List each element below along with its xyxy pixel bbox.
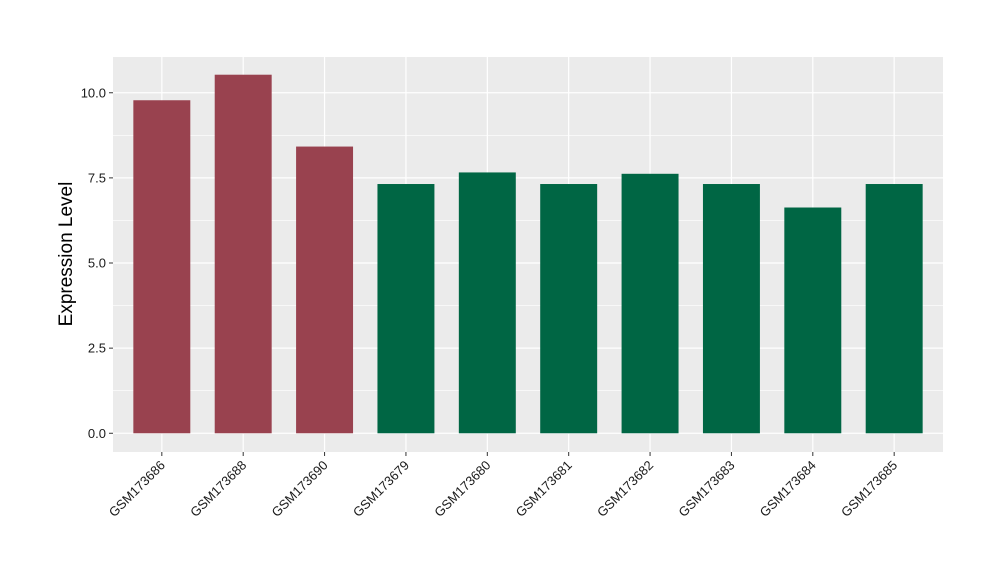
y-axis: 0.0 2.5 5.0 7.5 10.0 — [81, 85, 113, 441]
x-tick-label: GSM173684 — [757, 458, 819, 520]
y-axis-title: Expression Level — [56, 182, 77, 327]
bars — [133, 74, 923, 434]
x-tick-label: GSM173685 — [838, 458, 900, 520]
y-tick-label: 2.5 — [88, 341, 106, 356]
x-tick-label: GSM173680 — [431, 458, 493, 520]
bar — [133, 100, 191, 434]
x-tick-label: GSM173683 — [675, 458, 737, 520]
x-tick-label: GSM173686 — [106, 458, 168, 520]
x-tick-label: GSM173690 — [268, 458, 330, 520]
bar — [784, 207, 842, 434]
bar — [214, 74, 272, 434]
bar — [540, 184, 598, 434]
x-axis: GSM173686 GSM173688 GSM173690 GSM173679 GSM1… — [106, 452, 900, 520]
bar — [377, 184, 435, 434]
bar — [621, 173, 679, 434]
x-tick-label: GSM173679 — [350, 458, 412, 520]
bar — [702, 184, 760, 434]
y-tick-label: 7.5 — [88, 170, 106, 185]
y-tick-label: 5.0 — [88, 256, 106, 271]
bar — [458, 172, 516, 434]
y-tick-label: 0.0 — [88, 426, 106, 441]
bar — [296, 146, 354, 434]
x-tick-label: GSM173688 — [187, 458, 249, 520]
x-tick-label: GSM173681 — [513, 458, 575, 520]
y-tick-label: 10.0 — [81, 85, 106, 100]
bar — [865, 184, 923, 434]
x-tick-label: GSM173682 — [594, 458, 656, 520]
